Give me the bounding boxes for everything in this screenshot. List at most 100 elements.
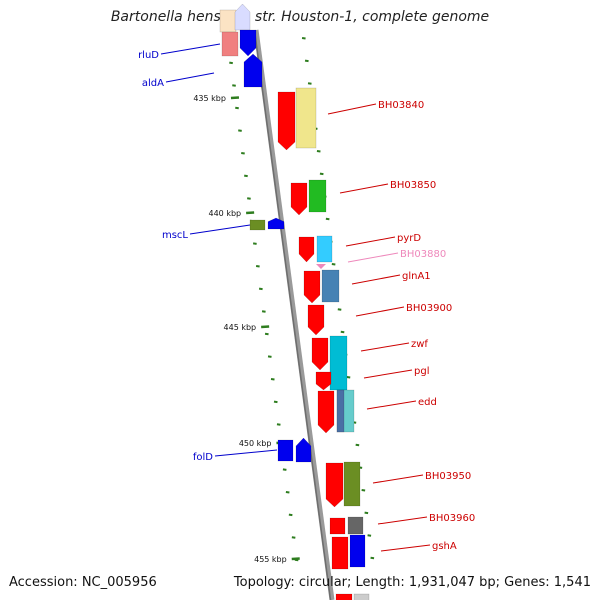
gene-arrow [321,269,340,303]
right-track-dot [325,217,330,221]
gene-label-zwf: zwf [411,339,428,350]
gene-label-edd: edd [418,397,437,408]
gene-arrow [243,53,263,88]
gene-label-BH03850: BH03850 [390,180,436,191]
gene-label-glnA1: glnA1 [402,271,431,282]
right-track-dot [307,82,312,85]
gene-arrow [343,461,361,507]
major-tick [246,211,255,215]
right-track-dot [364,511,369,515]
left-track-dot [285,491,290,494]
right-track-dot [340,330,345,334]
gene-label-folD: folD [193,452,213,463]
gene-arrow [249,219,266,231]
right-track-dot [370,556,375,560]
gene-arrow [336,389,345,433]
gene-label-rluD: rluD [138,50,159,61]
gene-arrow [316,264,326,269]
gene-arrow [335,593,353,600]
gene-label-BH03900: BH03900 [406,303,452,314]
gene-label-pgl: pgl [414,366,429,377]
gene-arrow [325,462,344,508]
label-leader-line [363,369,413,379]
gene-arrow [303,270,321,304]
accession-text: Accession: NC_005956 [9,575,157,590]
gene-arrow [329,335,348,391]
genome-backbone-edge [253,29,332,600]
left-track-dot [264,332,269,336]
label-leader-line [377,516,428,525]
right-track-dot [361,489,366,492]
label-leader-line [380,544,431,552]
major-tick [261,325,270,329]
gene-arrow [329,517,346,535]
left-track-dot [235,106,239,110]
label-leader-line [165,72,215,83]
gene-arrow [316,235,333,263]
major-tick [230,96,240,100]
tick-label: 435 kbp [193,94,226,103]
right-track-dot [319,172,324,176]
label-leader-line [366,400,417,410]
tick-label: 440 kbp [209,209,242,218]
gene-label-mscL: mscL [162,230,188,241]
right-track-dot [304,59,309,63]
tick-label: 445 kbp [224,323,257,332]
genome-title: Bartonella henselae str. Houston-1, comp… [110,9,490,25]
topology-stats-text: Topology: circular; Length: 1,931,047 bp… [233,575,591,590]
tick-label: 450 kbp [239,439,272,448]
label-leader-line [347,252,399,263]
gene-label-BH03950: BH03950 [425,471,471,482]
gene-arrow [331,536,349,570]
left-track-dot [267,355,272,358]
gene-arrow [239,29,257,57]
gene-label-BH03880: BH03880 [400,249,446,260]
gene-label-aldA: aldA [142,78,164,89]
left-track-dot [241,152,245,155]
gene-arrow [295,87,317,149]
gene-arrow [234,3,251,31]
left-track-dot [238,129,242,132]
gene-arrow [308,179,327,213]
gene-arrow [307,304,325,336]
label-leader-line [355,306,405,317]
right-track-dot [337,308,342,311]
major-tick [291,557,300,561]
gene-arrow [298,236,315,263]
left-track-dot [255,265,260,268]
right-track-dot [301,37,306,40]
gene-arrow [290,182,308,216]
label-leader-line [160,43,221,55]
right-track-dot [316,150,321,153]
label-leader-line [189,224,251,235]
gene-arrow [221,31,239,57]
left-track-dot [291,536,296,539]
gene-arrow [219,9,237,33]
gene-arrow [317,390,335,434]
gene-arrow [347,516,364,535]
left-track-dot [276,423,281,426]
left-track-dot [232,84,236,87]
gene-arrow [267,217,285,230]
gene-label-BH03840: BH03840 [378,100,424,111]
label-leader-line [214,449,278,457]
label-leader-line [327,103,377,115]
right-track-dot [331,263,336,266]
genome-backbone [253,29,335,600]
gene-arrow [277,91,296,151]
gene-label-BH03960: BH03960 [429,513,475,524]
gene-arrow [277,439,294,462]
label-leader-line [339,183,389,194]
gene-arrow [353,593,370,600]
right-track-dot [367,534,372,537]
left-track-dot [261,310,266,313]
left-track-dot [252,242,257,245]
gene-arrow [349,534,366,568]
label-leader-line [372,474,424,484]
label-leader-line [351,274,401,285]
right-track-dot [346,376,351,379]
gene-label-gshA: gshA [432,541,457,552]
gene-arrow [315,371,332,391]
gene-label-pyrD: pyrD [397,233,421,244]
